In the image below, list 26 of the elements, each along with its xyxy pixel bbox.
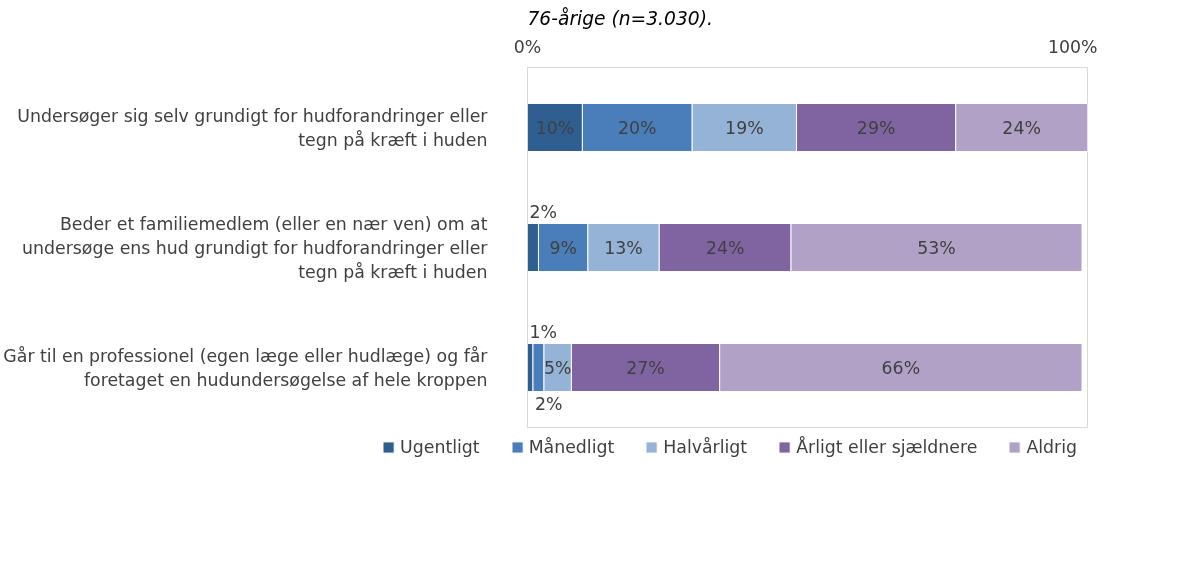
x-tick-label: 0% bbox=[513, 36, 542, 57]
y-tick-label: Beder et familiemedlem (eller en nær ven) om at undersøge ens hud grundigt for hudforandringer eller tegn på kræft i huden bbox=[22, 213, 489, 282]
data-label: 20% bbox=[618, 117, 657, 138]
text: 76-årige (n=3.030). bbox=[527, 6, 713, 29]
x-tick-label: 100% bbox=[1047, 36, 1098, 57]
y-tick-label: Undersøger sig selv grundigt for hudforandringer eller tegn på kræft i huden bbox=[17, 105, 489, 150]
data-label: 66% bbox=[881, 357, 921, 378]
data-label: 1% bbox=[529, 321, 557, 342]
data-label: 24% bbox=[1002, 117, 1041, 138]
legend-label: Årligt eller sjældnere bbox=[796, 437, 978, 457]
data-label: 27% bbox=[626, 357, 665, 378]
data-label: 9% bbox=[549, 237, 577, 258]
data-label: 10% bbox=[535, 117, 575, 138]
data-label: 53% bbox=[917, 237, 956, 258]
data-label: 2% bbox=[534, 393, 563, 414]
legend-label: Aldrig bbox=[1026, 437, 1077, 457]
data-label: 29% bbox=[856, 117, 896, 138]
legend-label: Halvårligt bbox=[663, 437, 748, 457]
legend-label: Ugentligt bbox=[400, 437, 480, 457]
data-label: 2% bbox=[529, 201, 557, 222]
data-label: 13% bbox=[604, 237, 643, 258]
legend-label: Månedligt bbox=[528, 437, 615, 457]
y-tick-label: Går til en professionel (egen læge eller hudlæge) og får foretaget en hudundersøgelse af hele kroppen bbox=[3, 345, 489, 390]
data-label: 5% bbox=[543, 357, 572, 378]
data-label: 19% bbox=[725, 117, 764, 138]
data-label: 24% bbox=[705, 237, 745, 258]
